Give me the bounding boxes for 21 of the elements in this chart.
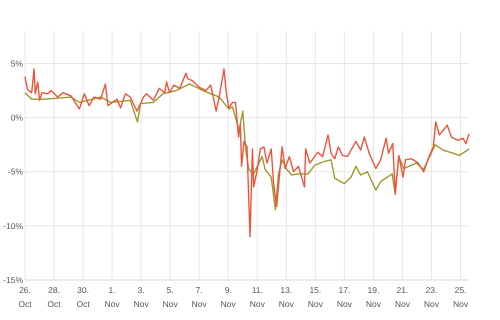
x-tick-label: 17. Nov: [336, 285, 353, 309]
x-tick-label: 21. Nov: [394, 285, 411, 309]
x-tick-label: 5. Nov: [162, 285, 178, 309]
x-tick-label: 28. Oct: [47, 285, 62, 309]
x-tick-label: 3. Nov: [134, 285, 150, 309]
x-tick-label: 30. Oct: [76, 285, 90, 309]
x-tick-label: 19. Nov: [366, 285, 382, 309]
y-tick-label: -10%: [3, 220, 24, 231]
x-tick-label: 26. Oct: [18, 285, 32, 309]
x-tick-label: 1. Nov: [104, 285, 120, 309]
x-tick-label: 9. Nov: [220, 285, 237, 309]
x-tick-label: 23. Nov: [424, 285, 440, 309]
x-tick-label: 7. Nov: [192, 285, 208, 309]
x-tick-label: 15. Nov: [308, 285, 324, 309]
x-tick-label: 13. Nov: [278, 285, 295, 309]
x-tick-label: 11. Nov: [250, 285, 266, 309]
y-tick-label: 5%: [10, 58, 24, 68]
y-tick-label: -5%: [8, 166, 24, 177]
y-tick-label: -15%: [3, 275, 24, 285]
x-tick-label: 25. Nov: [452, 285, 469, 309]
y-tick-label: 0%: [10, 112, 24, 123]
